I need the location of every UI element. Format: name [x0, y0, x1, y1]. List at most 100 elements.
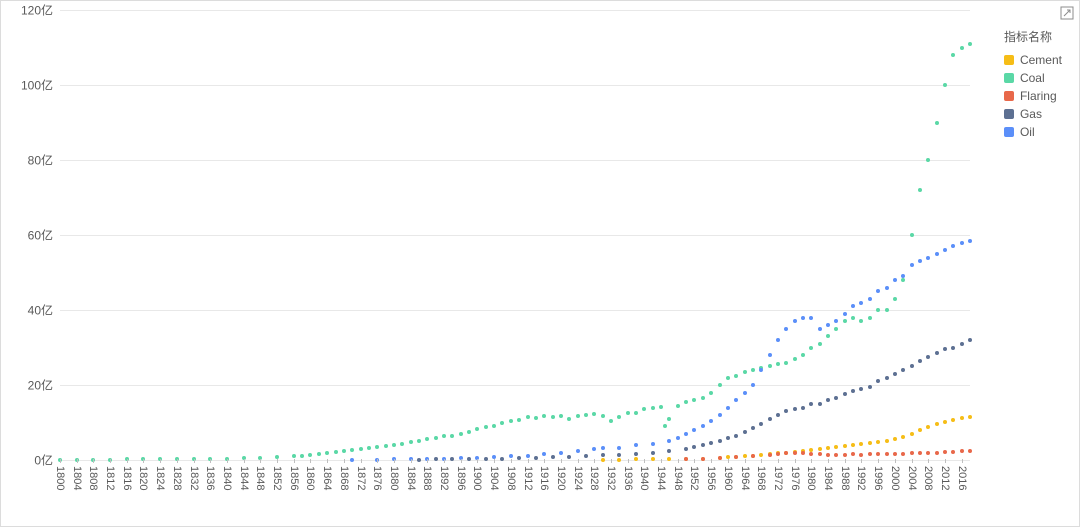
- data-point[interactable]: [417, 439, 421, 443]
- data-point[interactable]: [843, 312, 847, 316]
- data-point[interactable]: [868, 385, 872, 389]
- data-point[interactable]: [559, 451, 563, 455]
- data-point[interactable]: [960, 416, 964, 420]
- data-point[interactable]: [651, 406, 655, 410]
- data-point[interactable]: [784, 409, 788, 413]
- data-point[interactable]: [726, 436, 730, 440]
- data-point[interactable]: [776, 338, 780, 342]
- data-point[interactable]: [509, 419, 513, 423]
- data-point[interactable]: [926, 451, 930, 455]
- data-point[interactable]: [634, 443, 638, 447]
- data-point[interactable]: [526, 415, 530, 419]
- data-point[interactable]: [784, 327, 788, 331]
- data-point[interactable]: [734, 455, 738, 459]
- data-point[interactable]: [826, 323, 830, 327]
- data-point[interactable]: [818, 342, 822, 346]
- data-point[interactable]: [768, 364, 772, 368]
- data-point[interactable]: [801, 451, 805, 455]
- data-point[interactable]: [793, 319, 797, 323]
- data-point[interactable]: [951, 53, 955, 57]
- data-point[interactable]: [634, 411, 638, 415]
- data-point[interactable]: [292, 454, 296, 458]
- data-point[interactable]: [667, 449, 671, 453]
- data-point[interactable]: [551, 455, 555, 459]
- data-point[interactable]: [450, 457, 454, 461]
- data-point[interactable]: [467, 457, 471, 461]
- data-point[interactable]: [617, 415, 621, 419]
- data-point[interactable]: [684, 447, 688, 451]
- data-point[interactable]: [751, 368, 755, 372]
- data-point[interactable]: [834, 445, 838, 449]
- data-point[interactable]: [559, 414, 563, 418]
- data-point[interactable]: [876, 289, 880, 293]
- data-point[interactable]: [434, 436, 438, 440]
- data-point[interactable]: [910, 233, 914, 237]
- data-point[interactable]: [885, 308, 889, 312]
- data-point[interactable]: [634, 457, 638, 461]
- data-point[interactable]: [809, 402, 813, 406]
- data-point[interactable]: [885, 439, 889, 443]
- legend-item[interactable]: Gas: [1004, 105, 1062, 123]
- data-point[interactable]: [843, 453, 847, 457]
- data-point[interactable]: [517, 418, 521, 422]
- data-point[interactable]: [809, 346, 813, 350]
- data-point[interactable]: [726, 406, 730, 410]
- data-point[interactable]: [601, 453, 605, 457]
- data-point[interactable]: [901, 368, 905, 372]
- data-point[interactable]: [926, 158, 930, 162]
- data-point[interactable]: [617, 453, 621, 457]
- data-point[interactable]: [851, 304, 855, 308]
- data-point[interactable]: [901, 278, 905, 282]
- data-point[interactable]: [868, 441, 872, 445]
- data-point[interactable]: [325, 451, 329, 455]
- data-point[interactable]: [918, 259, 922, 263]
- data-point[interactable]: [859, 387, 863, 391]
- data-point[interactable]: [734, 374, 738, 378]
- data-point[interactable]: [859, 319, 863, 323]
- data-point[interactable]: [851, 316, 855, 320]
- data-point[interactable]: [492, 424, 496, 428]
- data-point[interactable]: [876, 440, 880, 444]
- data-point[interactable]: [776, 452, 780, 456]
- data-point[interactable]: [500, 421, 504, 425]
- data-point[interactable]: [517, 456, 521, 460]
- data-point[interactable]: [960, 449, 964, 453]
- data-point[interactable]: [743, 370, 747, 374]
- data-point[interactable]: [943, 248, 947, 252]
- data-point[interactable]: [776, 362, 780, 366]
- data-point[interactable]: [584, 413, 588, 417]
- data-point[interactable]: [701, 396, 705, 400]
- data-point[interactable]: [801, 353, 805, 357]
- data-point[interactable]: [918, 451, 922, 455]
- data-point[interactable]: [818, 327, 822, 331]
- data-point[interactable]: [793, 357, 797, 361]
- data-point[interactable]: [542, 414, 546, 418]
- data-point[interactable]: [718, 413, 722, 417]
- data-point[interactable]: [818, 447, 822, 451]
- data-point[interactable]: [734, 434, 738, 438]
- data-point[interactable]: [885, 452, 889, 456]
- data-point[interactable]: [910, 364, 914, 368]
- data-point[interactable]: [868, 452, 872, 456]
- data-point[interactable]: [425, 437, 429, 441]
- data-point[interactable]: [935, 252, 939, 256]
- data-point[interactable]: [843, 319, 847, 323]
- data-point[interactable]: [567, 417, 571, 421]
- data-point[interactable]: [392, 443, 396, 447]
- data-point[interactable]: [826, 453, 830, 457]
- data-point[interactable]: [651, 457, 655, 461]
- data-point[interactable]: [592, 447, 596, 451]
- data-point[interactable]: [859, 453, 863, 457]
- data-point[interactable]: [826, 446, 830, 450]
- legend-item[interactable]: Coal: [1004, 69, 1062, 87]
- data-point[interactable]: [626, 411, 630, 415]
- data-point[interactable]: [734, 398, 738, 402]
- data-point[interactable]: [400, 442, 404, 446]
- data-point[interactable]: [851, 443, 855, 447]
- data-point[interactable]: [709, 419, 713, 423]
- data-point[interactable]: [467, 430, 471, 434]
- data-point[interactable]: [534, 416, 538, 420]
- data-point[interactable]: [459, 432, 463, 436]
- data-point[interactable]: [834, 319, 838, 323]
- data-point[interactable]: [701, 443, 705, 447]
